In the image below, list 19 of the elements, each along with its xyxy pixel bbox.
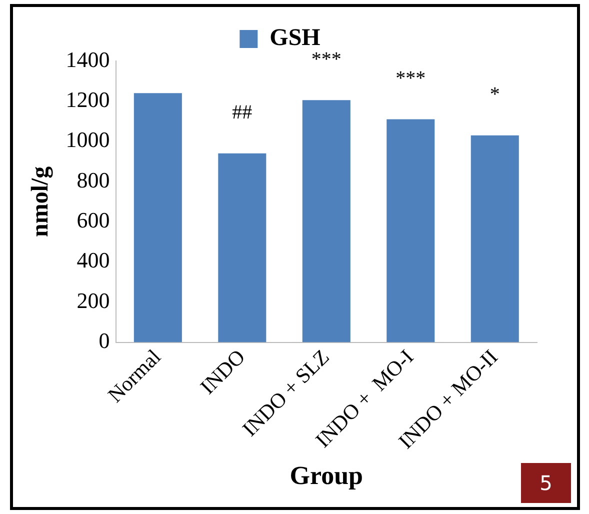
bar <box>470 135 519 342</box>
y-tick-label: 400 <box>76 248 110 273</box>
y-axis-title: nmol/g <box>28 166 54 237</box>
text: 5 <box>521 463 571 503</box>
y-tick-label: 800 <box>76 167 110 192</box>
y-tick-label: 1400 <box>66 46 110 72</box>
y-tick-label: 1000 <box>66 127 110 152</box>
annotation: *** <box>396 68 426 90</box>
annotation: ## <box>232 102 252 124</box>
y-tick-label: 200 <box>76 288 110 313</box>
y-tick-label: 1200 <box>66 86 110 112</box>
x-axis-title: Group <box>290 461 364 490</box>
y-tick-label: 0 <box>98 328 110 354</box>
annotation: * <box>490 84 500 106</box>
bar <box>134 93 182 342</box>
bar <box>302 100 350 342</box>
y-tick-label: 600 <box>76 208 110 233</box>
bar <box>218 153 266 342</box>
bar <box>386 119 435 342</box>
